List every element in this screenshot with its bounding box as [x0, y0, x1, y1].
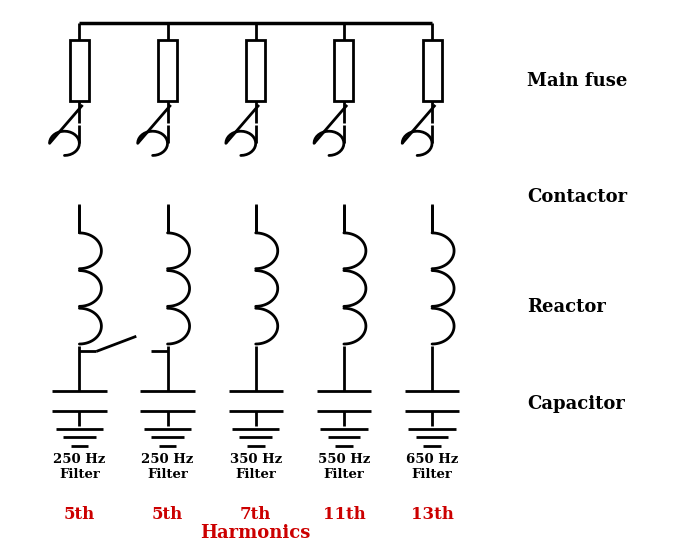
Text: 250 Hz
Filter: 250 Hz Filter [142, 453, 193, 481]
Text: 5th: 5th [64, 506, 95, 522]
Bar [70, 40, 89, 101]
Text: 13th: 13th [411, 506, 454, 522]
Text: Harmonics: Harmonics [200, 524, 311, 542]
Bar [158, 40, 177, 101]
Text: 5th: 5th [152, 506, 183, 522]
Text: 550 Hz
Filter: 550 Hz Filter [318, 453, 370, 481]
Text: 11th: 11th [323, 506, 365, 522]
Text: Main fuse: Main fuse [527, 73, 627, 90]
Text: 7th: 7th [240, 506, 272, 522]
Text: Capacitor: Capacitor [527, 395, 625, 413]
Bar [423, 40, 441, 101]
Text: 650 Hz
Filter: 650 Hz Filter [406, 453, 458, 481]
Text: 250 Hz
Filter: 250 Hz Filter [53, 453, 106, 481]
Text: Contactor: Contactor [527, 188, 627, 206]
Bar [334, 40, 353, 101]
Bar [247, 40, 265, 101]
Text: 350 Hz
Filter: 350 Hz Filter [229, 453, 282, 481]
Text: Reactor: Reactor [527, 298, 606, 316]
